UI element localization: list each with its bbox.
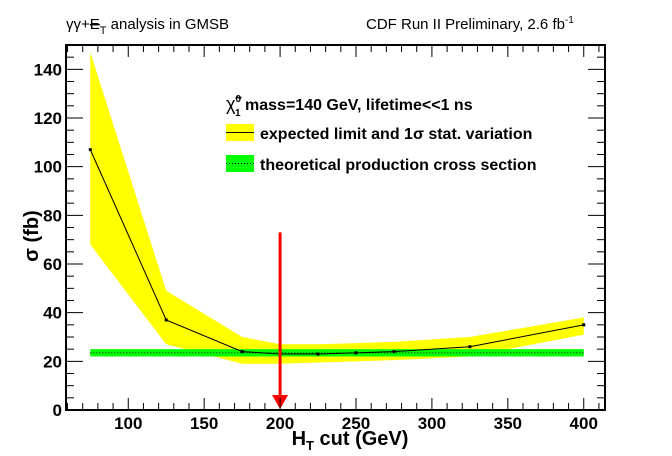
y-tick-label: 120 — [34, 109, 62, 128]
data-point — [240, 350, 244, 354]
data-point — [164, 318, 168, 322]
y-tick-label: 100 — [34, 158, 62, 177]
x-tick-label: 300 — [418, 414, 446, 433]
right-title: CDF Run II Preliminary, 2.6 fb-1 — [366, 15, 574, 33]
legend: χ̃0 1 mass=140 GeV, lifetime<<1 ns expect… — [226, 94, 537, 174]
y-tick-label: 20 — [43, 352, 62, 371]
y-tick-label: 140 — [34, 60, 62, 79]
y-tick-label: 60 — [43, 255, 62, 274]
line-layer — [88, 148, 586, 356]
left-title: γγ+ET analysis in GMSB — [66, 16, 229, 37]
x-axis-title: HT cut (GeV) — [292, 428, 409, 453]
legend-label-theory: theoretical production cross section — [260, 157, 537, 174]
data-point — [88, 148, 92, 152]
axis-layer: 100 150 200 250 300 350 400 0 20 40 60 80 100 120 140 — [34, 44, 605, 433]
x-tick-label: 400 — [570, 414, 598, 433]
x-tick-label: 150 — [190, 414, 218, 433]
legend-entry-expected: expected limit and 1σ stat. variation — [226, 124, 532, 143]
data-point — [468, 345, 472, 349]
data-point — [316, 352, 320, 356]
y-tick-label: 0 — [53, 401, 62, 420]
legend-label-expected: expected limit and 1σ stat. variation — [260, 126, 532, 143]
legend-entry-theory: theoretical production cross section — [226, 155, 537, 174]
data-point — [354, 351, 358, 355]
y-tick-label: 40 — [43, 304, 62, 323]
sigma-band — [90, 52, 584, 364]
x-tick-label: 250 — [342, 414, 370, 433]
data-point — [392, 350, 396, 354]
legend-swatch-green — [226, 155, 254, 172]
arrow-layer — [272, 232, 289, 409]
theory-layer — [90, 349, 584, 357]
x-tick-label: 100 — [114, 414, 142, 433]
band-layer — [90, 52, 584, 364]
legend-header: χ̃0 1 mass=140 GeV, lifetime<<1 ns — [226, 94, 473, 119]
y-axis-title: σ (fb) — [21, 210, 43, 261]
data-point — [582, 323, 586, 327]
x-tick-label: 200 — [266, 414, 294, 433]
y-tick-label: 80 — [43, 206, 62, 225]
met-symbol: E — [90, 16, 100, 33]
x-tick-label: 350 — [494, 414, 522, 433]
